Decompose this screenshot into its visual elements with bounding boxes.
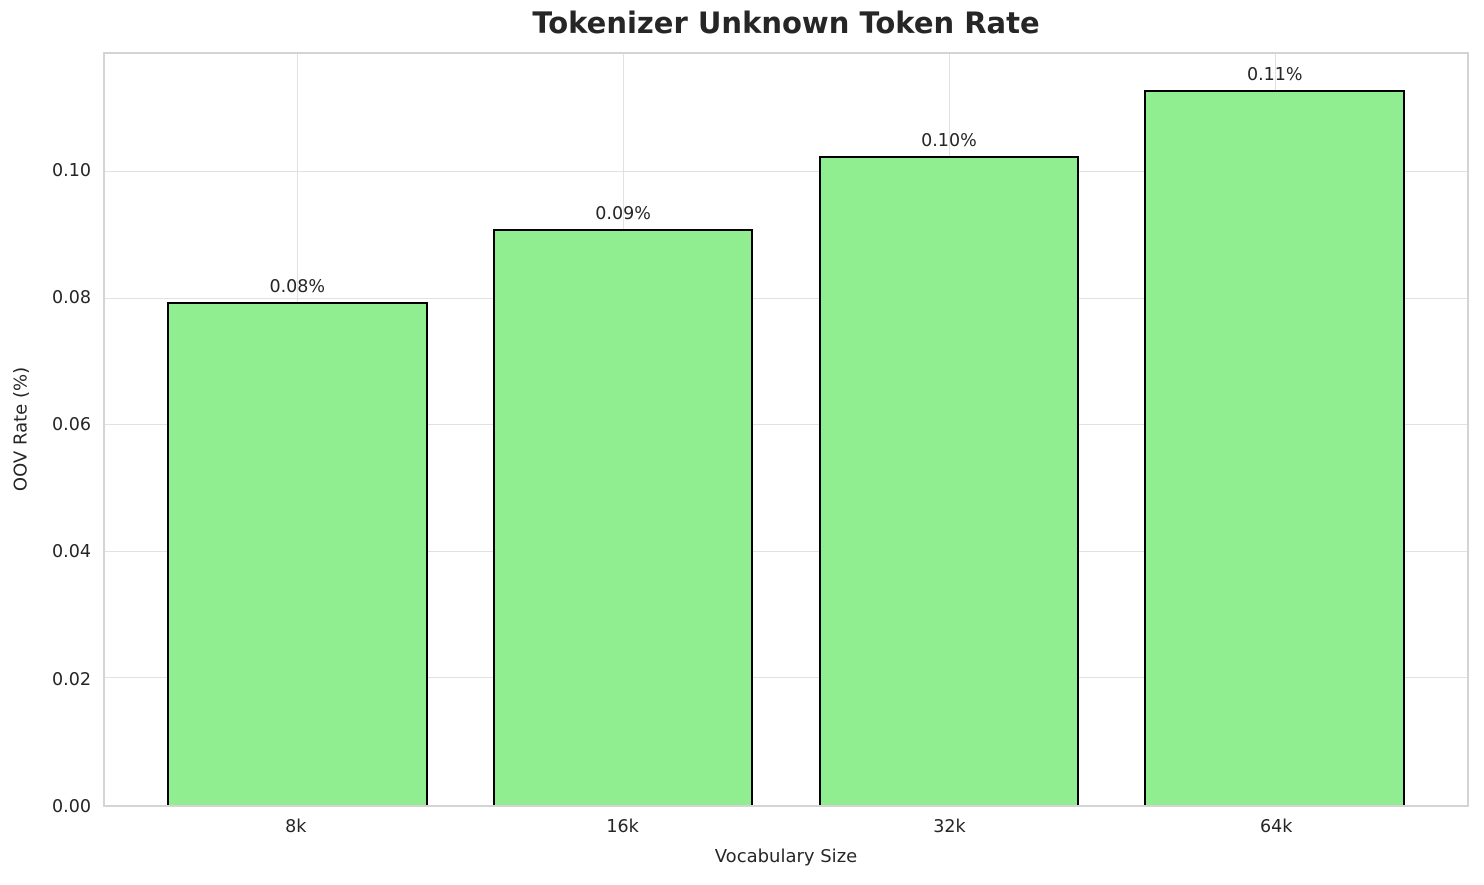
gridline-horizontal <box>105 171 1467 173</box>
y-tick-label: 0.00 <box>52 797 91 817</box>
chart-title: Tokenizer Unknown Token Rate <box>532 6 1040 40</box>
bar-value-label: 0.09% <box>595 204 651 225</box>
x-tick-label-8k: 8k <box>285 817 307 837</box>
gridline-horizontal <box>105 297 1467 299</box>
y-axis-ticks: 0.00 0.02 0.04 0.06 0.08 0.10 <box>0 52 91 817</box>
gridline-horizontal <box>105 550 1467 552</box>
y-tick-label: 0.08 <box>52 287 91 308</box>
bar-value-label: 0.08% <box>269 276 326 297</box>
bar-32k <box>818 156 1080 805</box>
bar-value-label: 0.10% <box>921 131 977 152</box>
x-axis-ticks: 8k 16k 32k 64k <box>103 817 1469 841</box>
y-tick-label: 0.04 <box>52 542 91 563</box>
bar-64k <box>1144 89 1406 805</box>
bar-value-label: 0.11% <box>1246 64 1303 85</box>
y-tick-label: 0.06 <box>52 415 91 436</box>
y-tick-label: 0.10 <box>52 160 91 181</box>
x-tick-label-64k: 64k <box>1259 817 1293 837</box>
bar-16k <box>492 229 754 805</box>
x-axis-label: Vocabulary Size <box>714 846 858 867</box>
x-tick-label-16k: 16k <box>606 817 639 837</box>
plot-area: 0.08% 0.09% 0.10% 0.11% <box>103 52 1469 807</box>
y-tick-label: 0.02 <box>52 669 91 690</box>
bar-8k <box>166 301 428 805</box>
gridline-horizontal <box>105 424 1467 426</box>
gridline-horizontal <box>105 677 1467 679</box>
x-tick-label-32k: 32k <box>933 817 966 837</box>
